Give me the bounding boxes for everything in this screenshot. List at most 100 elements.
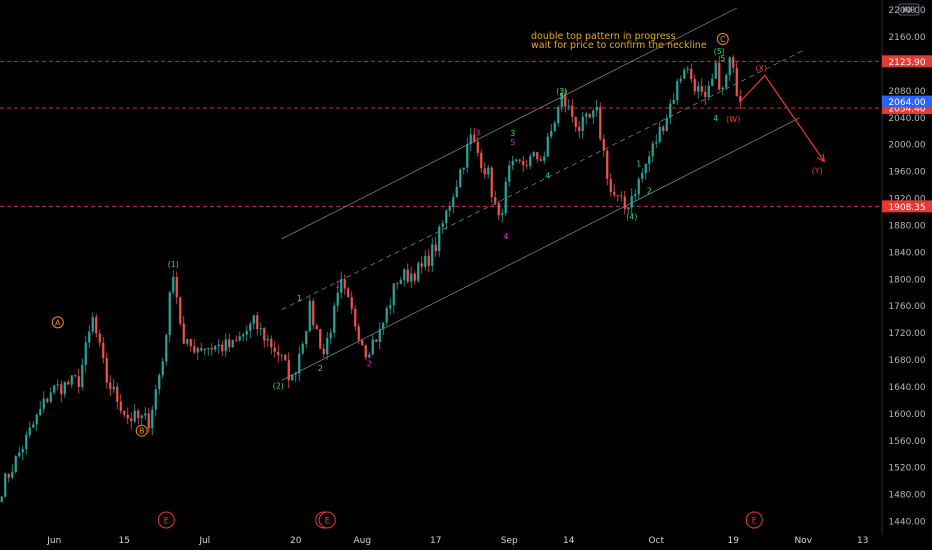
candle (455, 180, 458, 198)
candle-body (399, 280, 402, 284)
candle-body (672, 99, 675, 104)
y-tick-label: 1680.00 (888, 356, 925, 366)
wave-label: 1 (297, 294, 302, 303)
candle-body (98, 333, 101, 343)
candle (529, 153, 532, 170)
wave-label-text: 5 (720, 54, 725, 63)
candle (273, 340, 276, 358)
currency-label: INR (902, 6, 915, 15)
y-tick-label: 1760.00 (888, 302, 925, 312)
candle (14, 454, 17, 474)
candle-body (508, 165, 511, 182)
channel-line (281, 50, 804, 310)
candle (683, 67, 686, 80)
candle (620, 191, 623, 202)
candle (739, 89, 742, 109)
candle-body (336, 292, 339, 306)
candle-body (483, 168, 486, 175)
candle (60, 380, 63, 403)
candle-body (322, 348, 325, 355)
candle (301, 341, 304, 356)
candle-body (732, 57, 735, 68)
candle (375, 339, 378, 343)
candle (70, 375, 73, 388)
candle (46, 397, 49, 404)
candle-body (28, 427, 31, 435)
candle-body (693, 79, 696, 92)
candle (0, 495, 3, 503)
candle-body (189, 339, 192, 347)
candle-body (371, 339, 374, 355)
candle-body (571, 105, 574, 118)
candle-body (91, 317, 94, 332)
candle-body (389, 305, 392, 309)
candle-body (154, 389, 157, 410)
candle-body (0, 496, 3, 503)
candle (641, 168, 644, 183)
price-level-value: 1908.35 (888, 203, 925, 213)
candle-body (210, 347, 213, 350)
candle (81, 358, 84, 391)
candle-body (88, 331, 91, 343)
x-tick-label: Oct (648, 536, 664, 546)
candle (172, 270, 175, 296)
candle-body (711, 78, 714, 86)
candle-body (238, 336, 241, 341)
candle (350, 291, 353, 315)
candle-body (193, 346, 196, 353)
candle-body (81, 364, 84, 387)
candle (182, 316, 185, 344)
candle-body (207, 347, 210, 349)
candle-body (662, 126, 665, 132)
wave-label-text: 1 (335, 281, 340, 290)
candle (189, 338, 192, 352)
candle-body (14, 456, 17, 473)
candle (676, 78, 679, 105)
candle (210, 343, 213, 356)
wave-label-text: (3) (556, 87, 567, 96)
candle (553, 120, 556, 132)
candle-body (529, 156, 532, 166)
candle-body (298, 353, 301, 374)
candle (595, 99, 598, 117)
candle (413, 271, 416, 285)
wave-label: (4) (626, 213, 637, 222)
candle-body (46, 398, 49, 402)
candle (116, 382, 119, 410)
candle (487, 164, 490, 179)
wave-label-text: B (139, 427, 145, 436)
y-tick-label: 1440.00 (888, 518, 925, 528)
candle (109, 375, 112, 397)
candle-body (7, 473, 10, 478)
candle (609, 173, 612, 197)
y-tick-label: 1720.00 (888, 329, 925, 339)
candle-body (739, 96, 742, 102)
candle-body (214, 346, 217, 350)
candle-body (18, 452, 21, 457)
candle-body (522, 160, 525, 165)
candle (119, 393, 122, 414)
candle (466, 137, 469, 173)
candle-body (364, 345, 367, 358)
candle-body (130, 418, 133, 422)
wave-label-text: (W) (726, 115, 740, 124)
wave-label-text: 4 (503, 232, 508, 241)
wave-label-text: (X) (755, 64, 767, 73)
candle-body (179, 297, 182, 324)
channel-line (281, 7, 737, 240)
wave-label-text: (2) (273, 382, 284, 391)
candle-body (182, 323, 185, 344)
y-tick-label: 2000.00 (888, 141, 925, 151)
forecast-line (739, 74, 825, 162)
candle (224, 333, 227, 357)
candle (256, 312, 259, 336)
candle-body (539, 159, 542, 161)
candle-body (574, 117, 577, 128)
wave-label: (3) (556, 87, 567, 96)
wave-label-text: C (720, 35, 726, 44)
candle-body (501, 213, 504, 216)
candle-body (245, 330, 248, 335)
wave-label: 1 (636, 160, 641, 169)
candle-body (655, 142, 658, 144)
